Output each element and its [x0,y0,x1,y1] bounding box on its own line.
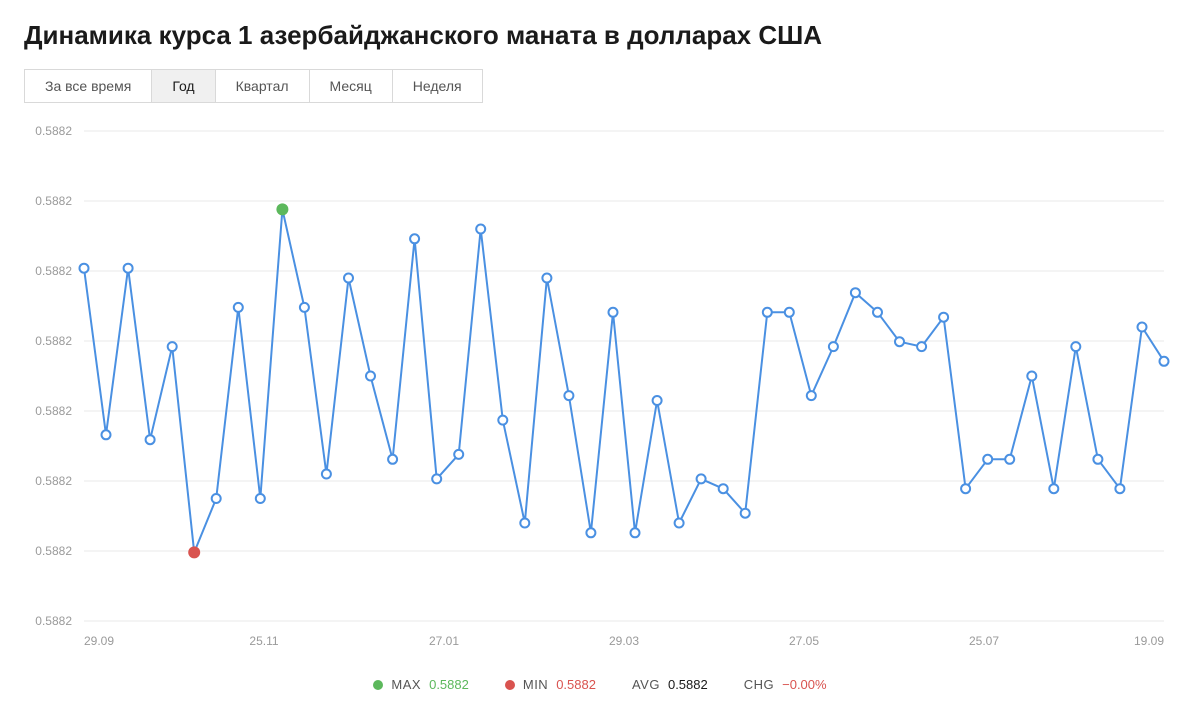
legend-max-value: 0.5882 [429,677,469,692]
series-line [84,209,1164,552]
data-point [1138,323,1147,332]
range-tab-0[interactable]: За все время [25,70,152,102]
data-point [895,337,904,346]
data-point [432,474,441,483]
data-point [939,313,948,322]
data-point [873,308,882,317]
legend-max-label: MAX [391,677,421,692]
x-tick-label: 25.11 [249,634,278,648]
range-tab-3[interactable]: Месяц [310,70,393,102]
data-point [829,342,838,351]
x-tick-label: 29.03 [609,634,639,648]
legend-avg-label: AVG [632,677,660,692]
y-tick-label: 0.5882 [35,194,72,208]
data-point-min [188,546,200,558]
data-point [1115,484,1124,493]
data-point [1160,357,1169,366]
data-point [476,225,485,234]
data-point [564,391,573,400]
data-point [983,455,992,464]
data-point [675,519,684,528]
legend-chg: CHG −0.00% [744,677,827,692]
data-point-max [276,203,288,215]
range-tab-1[interactable]: Год [152,70,215,102]
x-tick-label: 25.07 [969,634,999,648]
chart-legend: MAX 0.5882 MIN 0.5882 AVG 0.5882 CHG −0.… [24,677,1176,692]
data-point [609,308,618,317]
page-title: Динамика курса 1 азербайджанского маната… [24,20,1176,51]
data-point [498,416,507,425]
y-tick-label: 0.5882 [35,334,72,348]
rate-chart: 0.5882 0.5882 0.5882 0.5882 0.5882 0.5882 0.58… [24,111,1174,671]
data-point [234,303,243,312]
data-point [542,274,551,283]
legend-max: MAX 0.5882 [373,677,468,692]
legend-min-dot [505,680,515,690]
data-point [697,474,706,483]
x-tick-label: 27.05 [789,634,819,648]
data-point [851,288,860,297]
data-point [785,308,794,317]
y-tick-label: 0.5882 [35,404,72,418]
y-tick-label: 0.5882 [35,264,72,278]
legend-min: MIN 0.5882 [505,677,596,692]
legend-min-label: MIN [523,677,548,692]
data-point [1093,455,1102,464]
data-point [366,372,375,381]
data-point [168,342,177,351]
legend-min-value: 0.5882 [556,677,596,692]
data-point [1005,455,1014,464]
data-point [212,494,221,503]
legend-avg-value: 0.5882 [668,677,708,692]
x-tick-label: 29.09 [84,634,114,648]
data-point [256,494,265,503]
y-tick-label: 0.5882 [35,614,72,628]
range-tab-2[interactable]: Квартал [216,70,310,102]
data-point [146,435,155,444]
data-point [124,264,133,273]
data-point [80,264,89,273]
data-point [807,391,816,400]
data-point [410,234,419,243]
x-tick-label: 19.09 [1134,634,1164,648]
data-point [388,455,397,464]
data-point [741,509,750,518]
legend-chg-label: CHG [744,677,774,692]
data-point [763,308,772,317]
legend-max-dot [373,680,383,690]
y-tick-label: 0.5882 [35,544,72,558]
data-point [1071,342,1080,351]
data-point [653,396,662,405]
data-point [917,342,926,351]
data-point [520,519,529,528]
range-tabs: За все времяГодКварталМесяцНеделя [24,69,483,103]
data-point [631,528,640,537]
data-point [322,470,331,479]
data-point [1027,372,1036,381]
data-point [719,484,728,493]
y-tick-label: 0.5882 [35,474,72,488]
y-tick-label: 0.5882 [35,124,72,138]
range-tab-4[interactable]: Неделя [393,70,482,102]
legend-avg: AVG 0.5882 [632,677,708,692]
x-tick-label: 27.01 [429,634,459,648]
data-point [300,303,309,312]
data-point [102,430,111,439]
data-point [454,450,463,459]
data-point [586,528,595,537]
data-point [961,484,970,493]
data-point [344,274,353,283]
data-point [1049,484,1058,493]
legend-chg-value: −0.00% [782,677,826,692]
